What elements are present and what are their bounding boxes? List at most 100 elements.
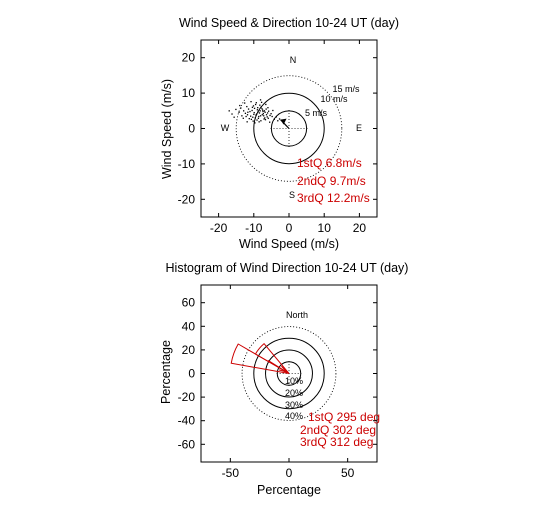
data-point: [272, 109, 274, 112]
compass-south: S: [289, 190, 295, 200]
data-point: [267, 107, 269, 109]
data-point: [255, 114, 257, 116]
annotation-q3: 3rdQ 12.2m/s: [297, 191, 370, 205]
y-tick-label: 20: [182, 51, 196, 65]
data-point: [261, 114, 263, 116]
y-tick-label: 0: [188, 122, 195, 136]
data-point: [265, 103, 267, 106]
range-ring: [235, 75, 343, 182]
x-tick-label: 50: [341, 466, 355, 480]
data-point: [257, 107, 259, 109]
annotation-q1: 1stQ 6.8m/s: [297, 156, 362, 170]
data-point: [260, 106, 262, 108]
range-ring: [253, 337, 325, 410]
data-point: [269, 121, 271, 123]
data-point: [273, 118, 275, 120]
data-point: [253, 113, 255, 116]
y-tick-label: -20: [178, 390, 196, 404]
chart-title: Wind Speed & Direction 10-24 UT (day): [179, 16, 399, 30]
data-point: [275, 116, 278, 118]
y-tick-label: -40: [178, 414, 196, 428]
data-point: [255, 102, 257, 104]
data-point: [264, 111, 266, 113]
y-tick-label: 20: [182, 343, 196, 357]
ring-label-10: 10 m/s: [320, 94, 348, 104]
y-axis-ticks: 60 40 20 0 -20 -40 -60: [178, 296, 377, 451]
data-point: [250, 115, 252, 117]
mean-direction-arrow: [267, 359, 289, 374]
direction-bins: [230, 342, 290, 374]
data-point: [259, 104, 261, 106]
range-ring: [253, 92, 325, 165]
data-point: [240, 107, 242, 109]
data-point: [233, 116, 235, 118]
data-point: [250, 100, 252, 103]
data-point: [267, 110, 270, 112]
data-point: [250, 118, 253, 120]
data-point: [259, 99, 262, 101]
data-point: [261, 108, 263, 110]
data-point: [256, 119, 258, 121]
x-axis-ticks: -20 -10 0 10 20: [210, 40, 366, 235]
data-point: [246, 121, 248, 123]
annotation-q1: 1stQ 295 deg: [308, 410, 380, 424]
range-ring: [265, 349, 313, 398]
data-point: [264, 117, 266, 119]
direction-bin: [254, 342, 290, 374]
compass-west: W: [221, 123, 230, 133]
annotation-q3: 3rdQ 312 deg: [300, 435, 373, 449]
x-axis-ticks: -50 0 50: [222, 285, 355, 480]
data-point: [244, 112, 247, 114]
mean-vector-head: [280, 118, 287, 125]
x-tick-label: 20: [353, 221, 367, 235]
data-point: [253, 107, 256, 110]
y-axis-ticks: 20 10 0 -10 -20: [178, 51, 377, 206]
data-point: [247, 111, 249, 113]
ring-label-5: 5 m/s: [305, 108, 328, 118]
mean-vector: [280, 118, 290, 129]
data-point: [254, 103, 257, 106]
data-point: [246, 114, 249, 116]
data-point: [242, 117, 244, 119]
x-tick-label: 0: [286, 221, 293, 235]
data-point: [256, 113, 258, 115]
x-axis-label: Percentage: [257, 483, 321, 497]
ring-label-20: 20%: [285, 388, 303, 398]
data-point: [241, 115, 243, 117]
chart-title: Histogram of Wind Direction 10-24 UT (da…: [166, 261, 409, 275]
x-tick-label: 10: [318, 221, 332, 235]
data-point: [270, 113, 272, 115]
mean-direction-head: [278, 365, 289, 374]
x-tick-label: 0: [286, 466, 293, 480]
data-point: [244, 102, 246, 104]
data-point: [265, 108, 267, 110]
data-point: [269, 114, 271, 117]
data-point: [259, 110, 261, 112]
y-tick-label: -10: [178, 157, 196, 171]
data-point: [245, 115, 247, 118]
data-point: [263, 115, 265, 117]
data-point: [247, 108, 250, 110]
data-point: [256, 109, 259, 111]
data-point: [257, 117, 260, 119]
x-tick-label: -50: [222, 466, 240, 480]
y-tick-label: 60: [182, 296, 196, 310]
direction-bin: [230, 343, 290, 374]
range-ring: [241, 326, 337, 421]
ring-label-40: 40%: [285, 411, 303, 421]
data-point: [258, 115, 260, 118]
data-point: [265, 114, 268, 116]
data-point: [251, 109, 253, 112]
data-point: [266, 112, 269, 114]
data-point: [254, 117, 256, 119]
data-point: [228, 110, 230, 112]
y-tick-label: 40: [182, 319, 196, 333]
data-point: [262, 110, 264, 113]
x-axis-label: Wind Speed (m/s): [239, 237, 339, 251]
data-point: [252, 116, 254, 118]
north-label: North: [286, 310, 308, 320]
percentage-rings: [241, 326, 337, 421]
y-tick-label: -20: [178, 192, 196, 206]
y-axis-label: Percentage: [159, 340, 173, 404]
y-tick-label: 10: [182, 86, 196, 100]
